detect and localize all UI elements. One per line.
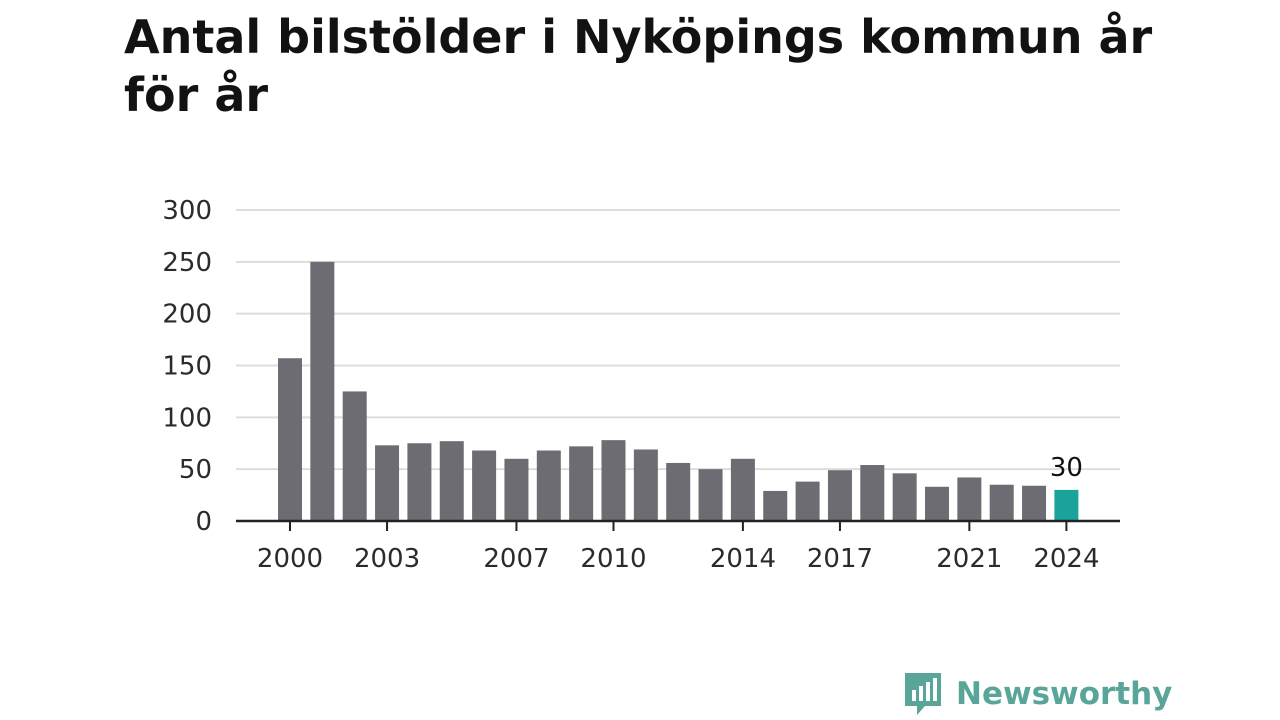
x-tick-label: 2000 — [257, 544, 323, 574]
bar-2007 — [504, 458, 529, 521]
x-tick-label: 2007 — [483, 544, 549, 574]
bar-2020 — [925, 486, 949, 521]
y-tick-label: 0 — [195, 507, 212, 537]
x-tick-labels: 2000 2003 2007 2010 2014 2017 2021 2024 — [257, 544, 1100, 574]
y-tick-label: 250 — [162, 248, 212, 278]
gridlines — [236, 209, 1120, 471]
bar-2013 — [698, 469, 723, 521]
bar-2002 — [342, 391, 367, 521]
bar-2014 — [730, 458, 755, 521]
y-tick-label: 150 — [162, 352, 212, 382]
logo-text: Newsworthy — [956, 676, 1173, 712]
bar-2004 — [407, 443, 432, 521]
bar-2010 — [601, 440, 626, 521]
chart-title: Antal bilstölder i Nyköpings kommun år f… — [124, 10, 1153, 122]
bar-2023 — [1022, 485, 1047, 521]
bar-2021 — [957, 477, 982, 521]
bar-2019 — [892, 473, 917, 521]
bar-2000 — [278, 358, 302, 521]
x-axis — [236, 519, 1120, 531]
bar-2009 — [569, 446, 594, 521]
bar-2015 — [763, 490, 788, 521]
bar-2006 — [472, 450, 497, 521]
bar-2012 — [666, 462, 691, 521]
x-tick-label: 2014 — [710, 544, 776, 574]
bar-2017 — [827, 470, 852, 521]
bar-2003 — [375, 445, 400, 521]
x-tick-label: 2021 — [936, 544, 1002, 574]
newsworthy-logo: Newsworthy — [902, 670, 1172, 718]
bars — [278, 261, 1079, 521]
x-tick-label: 2024 — [1033, 544, 1099, 574]
y-tick-labels: 0 50 100 150 200 250 300 — [162, 196, 212, 537]
bar-2024 — [1054, 489, 1079, 521]
bar-2022 — [989, 484, 1014, 521]
y-tick-label: 50 — [179, 455, 212, 485]
bar-2005 — [439, 441, 464, 521]
bar-2001 — [310, 261, 335, 521]
y-tick-label: 100 — [162, 403, 212, 433]
data-label: 30 — [1050, 453, 1083, 483]
bar-2016 — [795, 481, 820, 521]
x-tick-label: 2010 — [580, 544, 646, 574]
y-tick-label: 200 — [162, 300, 212, 330]
y-tick-label: 300 — [162, 196, 212, 226]
bar-2008 — [536, 450, 561, 521]
x-tick-label: 2017 — [807, 544, 873, 574]
bar-2018 — [860, 465, 885, 521]
x-tick-label: 2003 — [354, 544, 420, 574]
data-labels: 30 — [1050, 453, 1083, 483]
bar-2011 — [633, 449, 658, 521]
newsworthy-logo-icon — [905, 673, 941, 715]
